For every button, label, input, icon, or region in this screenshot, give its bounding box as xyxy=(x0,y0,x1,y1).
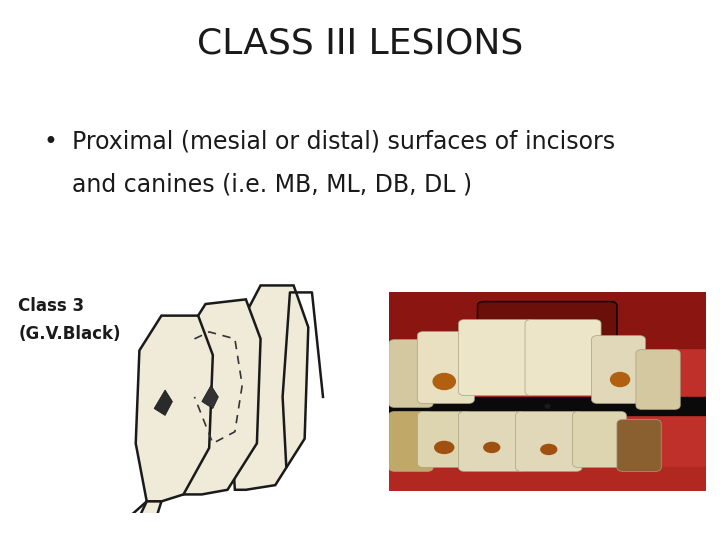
FancyBboxPatch shape xyxy=(418,411,471,468)
Bar xyxy=(389,468,706,491)
FancyBboxPatch shape xyxy=(418,332,474,403)
Ellipse shape xyxy=(484,442,500,453)
FancyBboxPatch shape xyxy=(389,411,433,471)
FancyBboxPatch shape xyxy=(636,349,680,409)
Polygon shape xyxy=(231,286,308,490)
FancyBboxPatch shape xyxy=(477,301,617,346)
Polygon shape xyxy=(176,299,261,495)
FancyBboxPatch shape xyxy=(459,320,534,395)
FancyBboxPatch shape xyxy=(459,411,525,471)
Ellipse shape xyxy=(435,442,454,454)
FancyBboxPatch shape xyxy=(617,420,661,471)
Text: (G.V.Black): (G.V.Black) xyxy=(18,325,121,343)
FancyBboxPatch shape xyxy=(525,320,601,395)
Text: CLASS III LESIONS: CLASS III LESIONS xyxy=(197,27,523,61)
Text: Proximal (mesial or distal) surfaces of incisors: Proximal (mesial or distal) surfaces of … xyxy=(72,130,615,153)
FancyBboxPatch shape xyxy=(592,335,645,403)
Bar xyxy=(389,292,706,348)
FancyBboxPatch shape xyxy=(516,411,582,471)
Text: Class 3: Class 3 xyxy=(18,297,84,315)
FancyBboxPatch shape xyxy=(389,340,433,408)
Text: and canines (i.e. MB, ML, DB, DL ): and canines (i.e. MB, ML, DB, DL ) xyxy=(72,173,472,197)
Ellipse shape xyxy=(611,373,629,387)
Ellipse shape xyxy=(541,444,557,455)
Ellipse shape xyxy=(433,374,455,389)
Polygon shape xyxy=(135,501,161,540)
Text: •: • xyxy=(43,130,57,153)
Bar xyxy=(389,397,706,415)
Polygon shape xyxy=(154,390,173,415)
Polygon shape xyxy=(202,386,218,408)
FancyBboxPatch shape xyxy=(572,411,626,468)
Polygon shape xyxy=(135,315,213,501)
